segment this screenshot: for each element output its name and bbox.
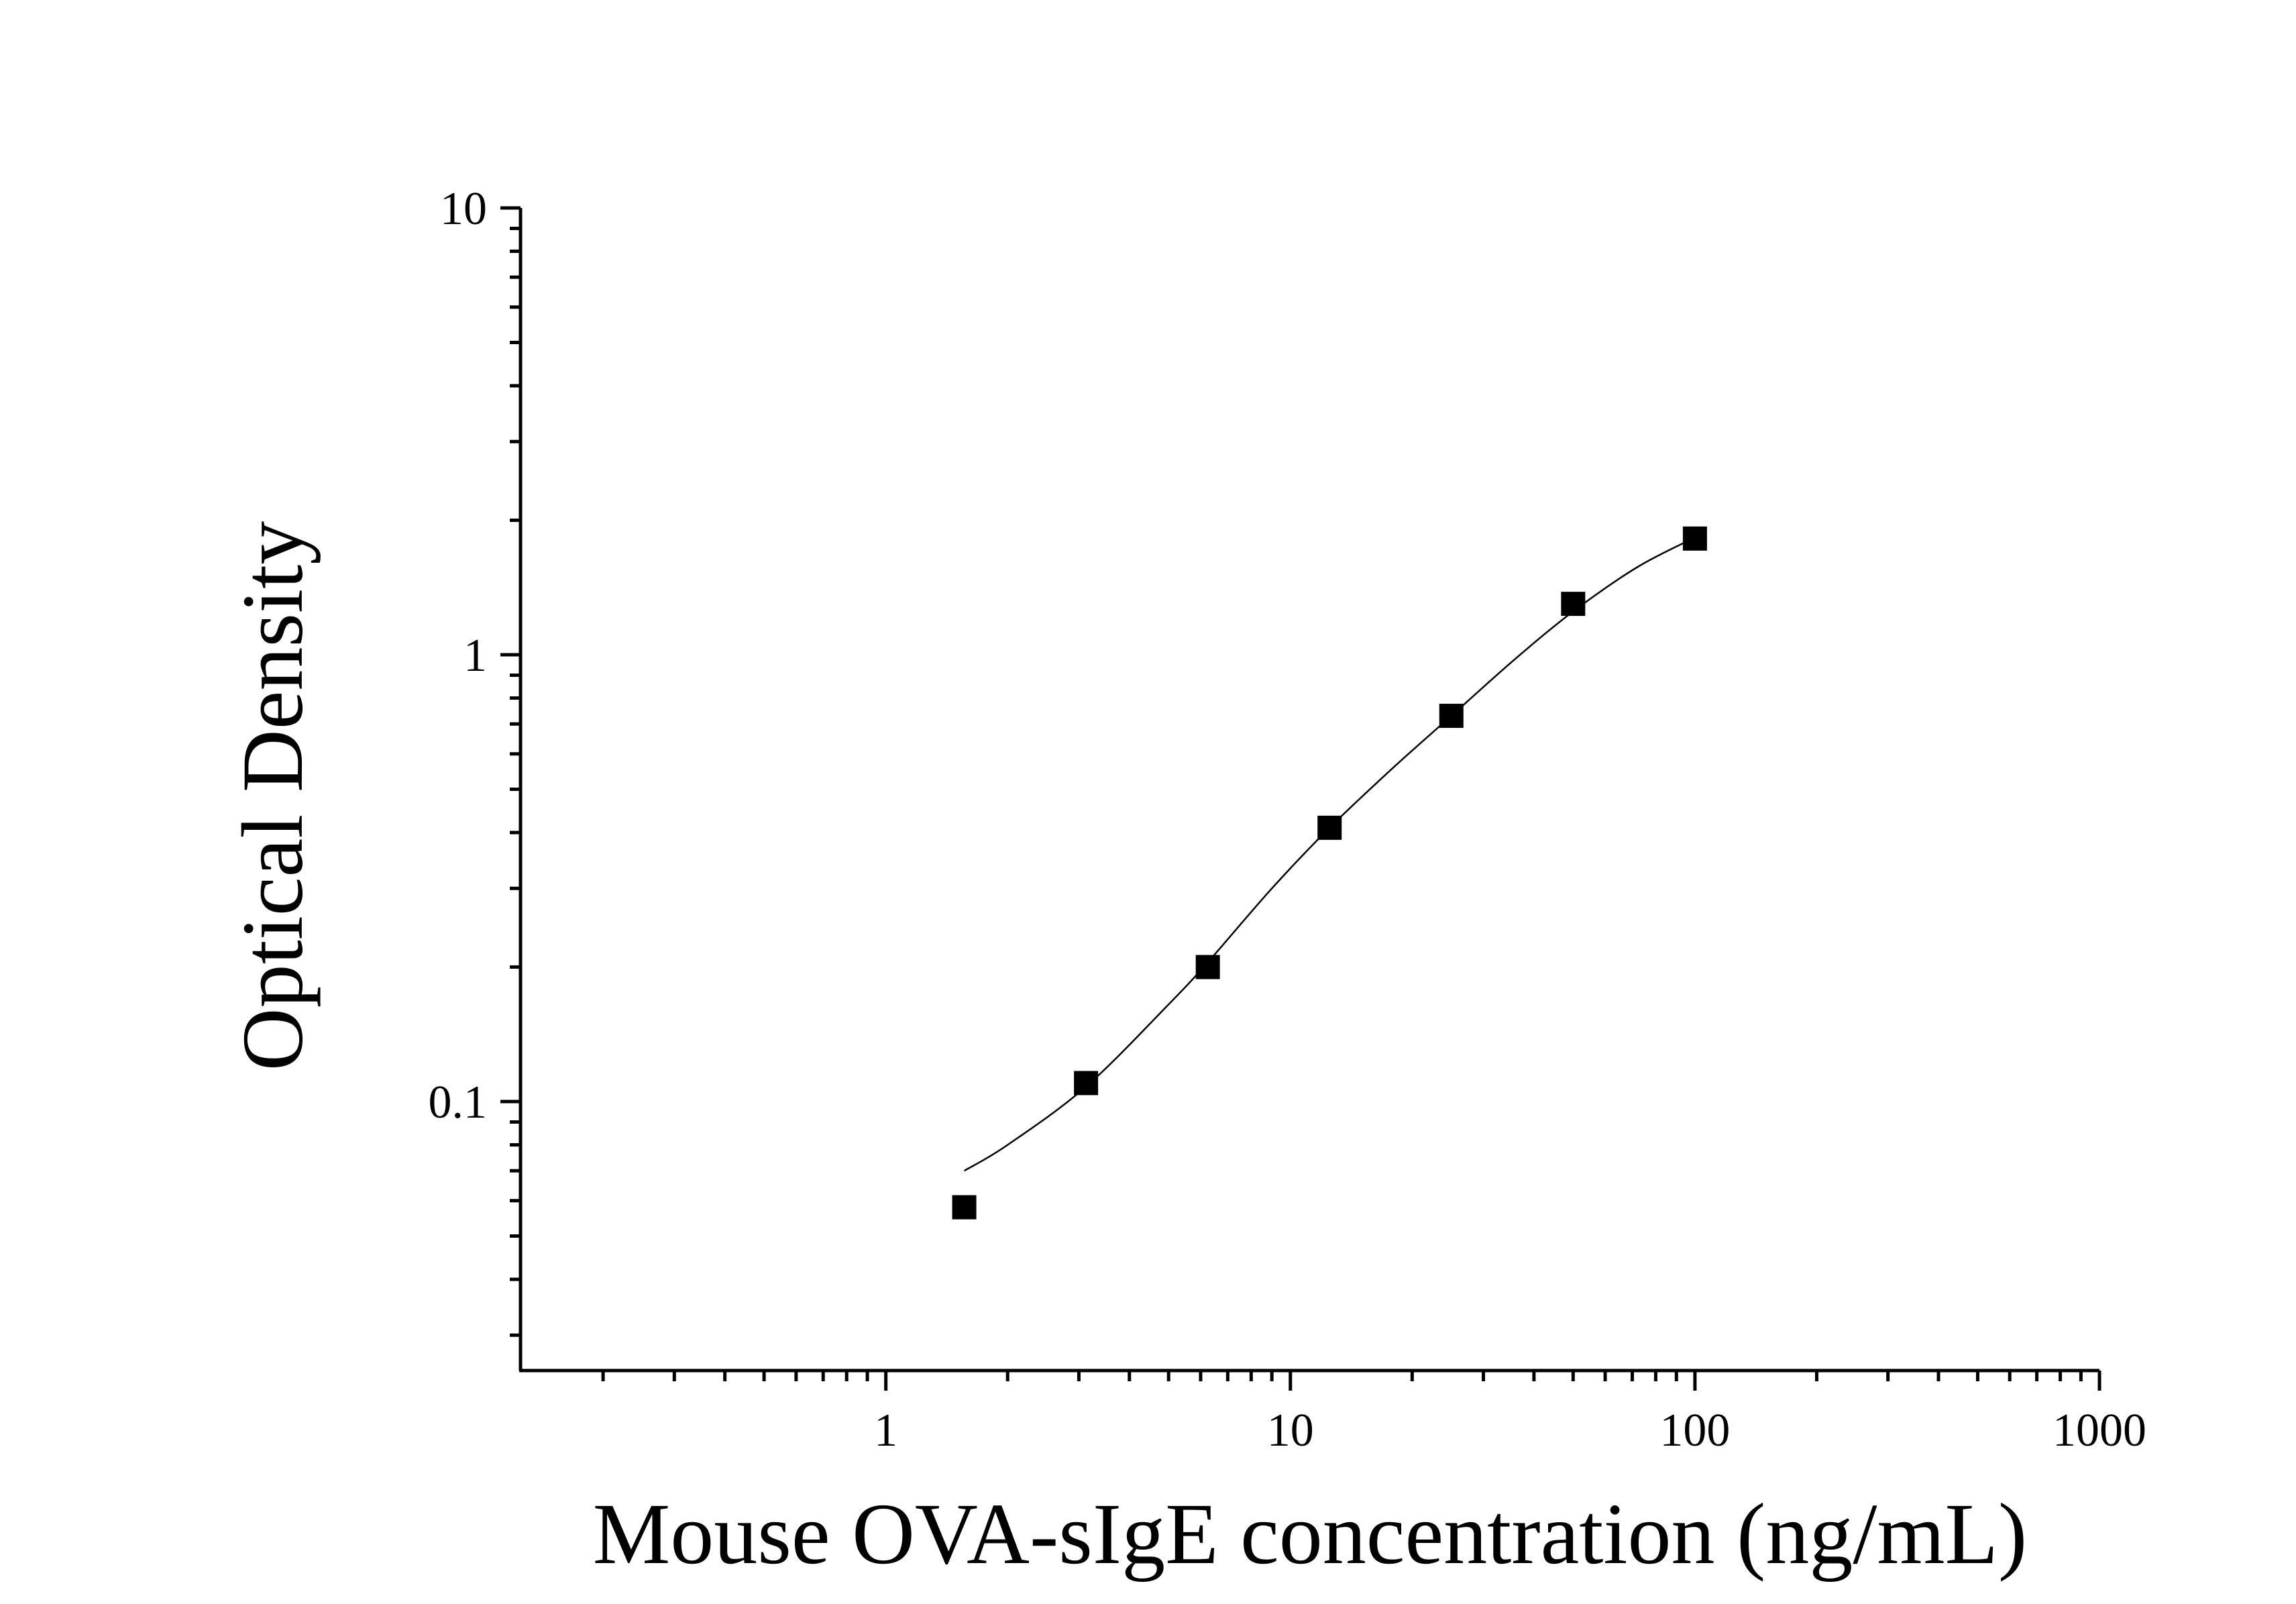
y-tick-label: 10 xyxy=(440,183,487,235)
x-tick-label: 1 xyxy=(874,1405,897,1456)
points-layer xyxy=(952,526,1707,1220)
y-tick-label: 0.1 xyxy=(429,1077,488,1128)
data-point xyxy=(1439,704,1464,729)
x-axis-title: Mouse OVA-sIgE concentration (ng/mL) xyxy=(593,1486,2028,1583)
data-point xyxy=(1074,1071,1099,1095)
x-tick-label: 100 xyxy=(1659,1405,1730,1456)
data-point xyxy=(1195,955,1220,979)
data-point xyxy=(1317,815,1342,840)
fit-curve xyxy=(963,537,1696,1172)
y-axis-title: Optical Density xyxy=(225,521,321,1071)
x-tick-label: 1000 xyxy=(2053,1405,2146,1456)
tick-labels-layer: 1 10 100 1000 0.1 1 10 xyxy=(429,183,2147,1456)
data-point xyxy=(1561,592,1586,617)
y-tick-label: 1 xyxy=(463,630,487,682)
ticks-layer xyxy=(500,206,2101,1391)
x-tick-label: 10 xyxy=(1267,1405,1314,1456)
data-point xyxy=(1682,526,1707,551)
data-point xyxy=(952,1195,977,1220)
